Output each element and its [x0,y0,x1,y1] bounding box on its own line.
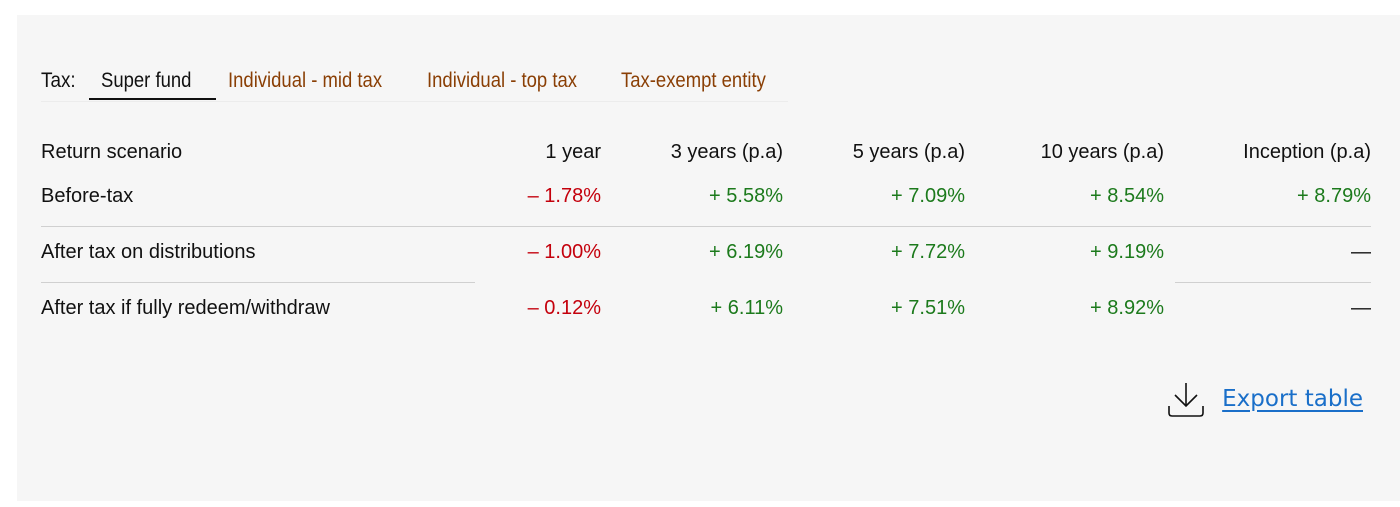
returns-table: Return scenario 1 year 3 years (p.a) 5 y… [41,137,1371,339]
row-label: Before-tax [41,185,134,207]
row-label: After tax on distributions [41,241,256,263]
value-3-years: + 6.19% [709,241,783,263]
tab-super-fund[interactable]: Super fund [89,67,216,100]
table-row: After tax on distributions – 1.00% + 6.1… [41,227,1371,283]
value-inception: + 8.79% [1297,185,1371,207]
export-table-link[interactable]: Export table [1222,386,1363,412]
tab-individual-top-tax[interactable]: Individual - top tax [426,69,577,92]
export-table-button[interactable]: Export table [1166,379,1363,419]
value-3-years: + 6.11% [710,297,783,319]
value-1-year: – 1.00% [527,241,601,263]
value-1-year: – 0.12% [527,297,601,319]
value-10-years: + 9.19% [1090,241,1164,263]
header-inception: Inception (p.a) [1243,141,1371,163]
download-icon [1168,383,1204,417]
table-row: Before-tax – 1.78% + 5.58% + 7.09% + 8.5… [41,171,1371,227]
tab-individual-mid-tax[interactable]: Individual - mid tax [227,69,382,92]
table-header-row: Return scenario 1 year 3 years (p.a) 5 y… [41,137,1371,171]
header-3-years: 3 years (p.a) [670,141,783,163]
value-1-year: – 1.78% [527,185,601,207]
value-5-years: + 7.72% [891,241,965,263]
tax-tabs: Tax: Super fund Individual - mid tax Ind… [41,67,788,102]
tax-label: Tax: [41,69,76,92]
value-inception: — [1351,241,1371,263]
table-row: After tax if fully redeem/withdraw – 0.1… [41,283,1371,339]
header-10-years: 10 years (p.a) [1040,141,1164,163]
value-3-years: + 5.58% [709,185,783,207]
row-label: After tax if fully redeem/withdraw [41,297,330,319]
row-divider [41,226,1371,227]
row-divider [41,282,1371,283]
header-return-scenario: Return scenario [41,141,183,163]
value-inception: — [1351,297,1371,319]
header-1-year: 1 year [545,141,601,163]
performance-panel: Tax: Super fund Individual - mid tax Ind… [17,15,1400,501]
value-10-years: + 8.54% [1090,185,1164,207]
value-5-years: + 7.51% [891,297,965,319]
value-5-years: + 7.09% [891,185,965,207]
tab-tax-exempt-entity[interactable]: Tax-exempt entity [621,69,767,92]
value-10-years: + 8.92% [1090,297,1164,319]
header-5-years: 5 years (p.a) [852,141,965,163]
